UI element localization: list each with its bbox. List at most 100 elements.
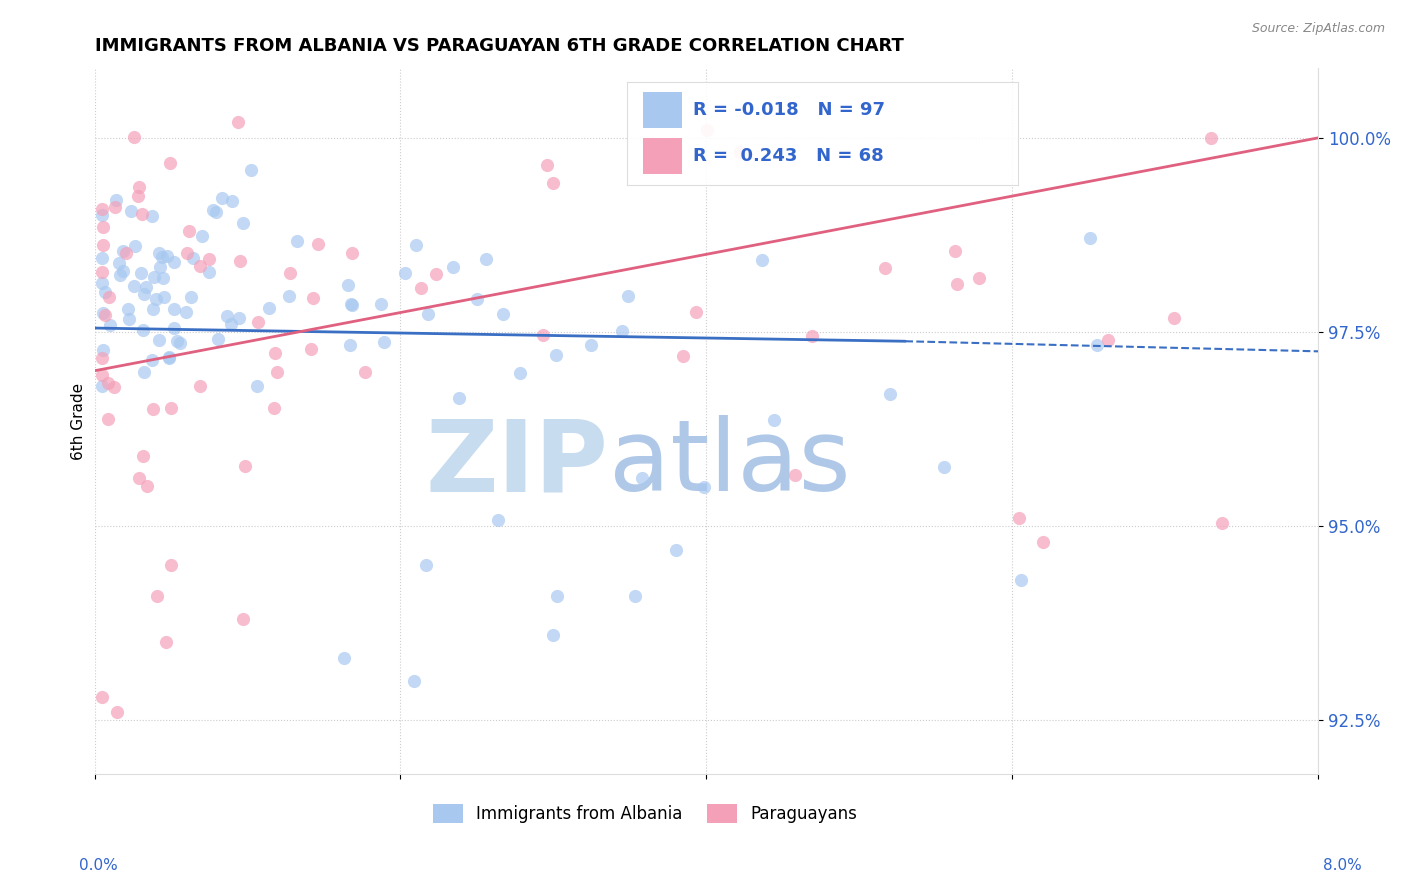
Point xyxy=(112,244,135,258)
Text: IMMIGRANTS FROM ALBANIA VS PARAGUAYAN 6TH GRADE CORRELATION CHART: IMMIGRANTS FROM ALBANIA VS PARAGUAYAN 6T… xyxy=(94,37,904,55)
Point xyxy=(285,234,308,248)
Point xyxy=(149,260,172,274)
Point xyxy=(91,252,114,266)
Point xyxy=(257,301,280,316)
Point xyxy=(692,480,714,494)
Point xyxy=(263,401,285,415)
Point xyxy=(205,204,228,219)
Point xyxy=(543,176,565,190)
Point xyxy=(402,674,425,689)
Point xyxy=(115,246,138,260)
Point xyxy=(1078,231,1101,245)
Point xyxy=(541,628,564,642)
Point xyxy=(536,158,558,172)
Point xyxy=(148,333,170,347)
Point xyxy=(211,191,233,205)
Point xyxy=(278,289,301,303)
Point xyxy=(751,252,773,267)
Point xyxy=(354,365,377,379)
Point xyxy=(91,265,114,279)
Point xyxy=(264,346,287,360)
Point xyxy=(198,252,221,266)
Text: Source: ZipAtlas.com: Source: ZipAtlas.com xyxy=(1251,22,1385,36)
Point xyxy=(131,207,153,221)
Point xyxy=(875,261,897,276)
Point xyxy=(97,376,120,390)
Point xyxy=(188,259,211,273)
Point xyxy=(142,402,165,417)
Point xyxy=(612,324,634,338)
Point xyxy=(141,353,163,368)
Point xyxy=(108,256,131,270)
Point xyxy=(176,246,198,260)
Point xyxy=(1199,131,1222,145)
Point xyxy=(425,267,447,281)
Point xyxy=(1163,310,1185,325)
Point xyxy=(104,200,127,214)
Point xyxy=(135,479,157,493)
Point xyxy=(232,216,254,230)
Point xyxy=(91,379,114,393)
Point xyxy=(616,288,638,302)
Point xyxy=(1085,338,1108,352)
Point xyxy=(475,252,498,267)
Point xyxy=(157,351,180,365)
Point xyxy=(157,350,180,364)
Point xyxy=(299,342,322,356)
Point xyxy=(181,251,204,265)
Point xyxy=(801,329,824,343)
Point xyxy=(132,365,155,379)
Point xyxy=(188,379,211,393)
Point xyxy=(122,129,145,144)
Point xyxy=(179,224,201,238)
Point xyxy=(98,318,121,333)
Point xyxy=(783,467,806,482)
Point xyxy=(447,391,470,405)
Point xyxy=(943,244,966,259)
Point xyxy=(1097,333,1119,347)
Y-axis label: 6th Grade: 6th Grade xyxy=(72,383,86,459)
Text: atlas: atlas xyxy=(609,415,851,512)
Point xyxy=(118,311,141,326)
Point xyxy=(373,335,395,350)
Point xyxy=(370,296,392,310)
Point xyxy=(150,250,173,264)
Point xyxy=(141,209,163,223)
Point xyxy=(340,245,363,260)
Point xyxy=(91,343,114,358)
Point xyxy=(111,263,134,277)
Point xyxy=(146,589,169,603)
Point xyxy=(105,706,128,720)
Point xyxy=(132,323,155,337)
Point xyxy=(148,246,170,260)
Point xyxy=(665,543,688,558)
Point xyxy=(301,291,323,305)
Point xyxy=(163,302,186,317)
Point xyxy=(333,651,356,665)
Point xyxy=(232,612,254,626)
Point xyxy=(91,690,114,704)
Point xyxy=(233,458,256,473)
Point xyxy=(340,298,363,312)
Point xyxy=(763,413,786,427)
Point xyxy=(240,163,263,178)
Point xyxy=(93,309,115,323)
Point xyxy=(129,266,152,280)
Point xyxy=(160,401,183,415)
Point xyxy=(415,558,437,572)
Point xyxy=(215,310,238,324)
Point xyxy=(104,193,127,207)
Point xyxy=(531,328,554,343)
Point xyxy=(155,635,177,649)
Point xyxy=(228,311,250,326)
Point xyxy=(672,349,695,363)
Point xyxy=(339,337,361,351)
Point xyxy=(337,277,360,292)
Point xyxy=(180,290,202,304)
Point xyxy=(546,348,568,362)
Point xyxy=(91,208,114,222)
Point xyxy=(221,194,243,208)
Point xyxy=(153,290,176,304)
Point xyxy=(120,204,142,219)
Point xyxy=(1211,516,1233,530)
